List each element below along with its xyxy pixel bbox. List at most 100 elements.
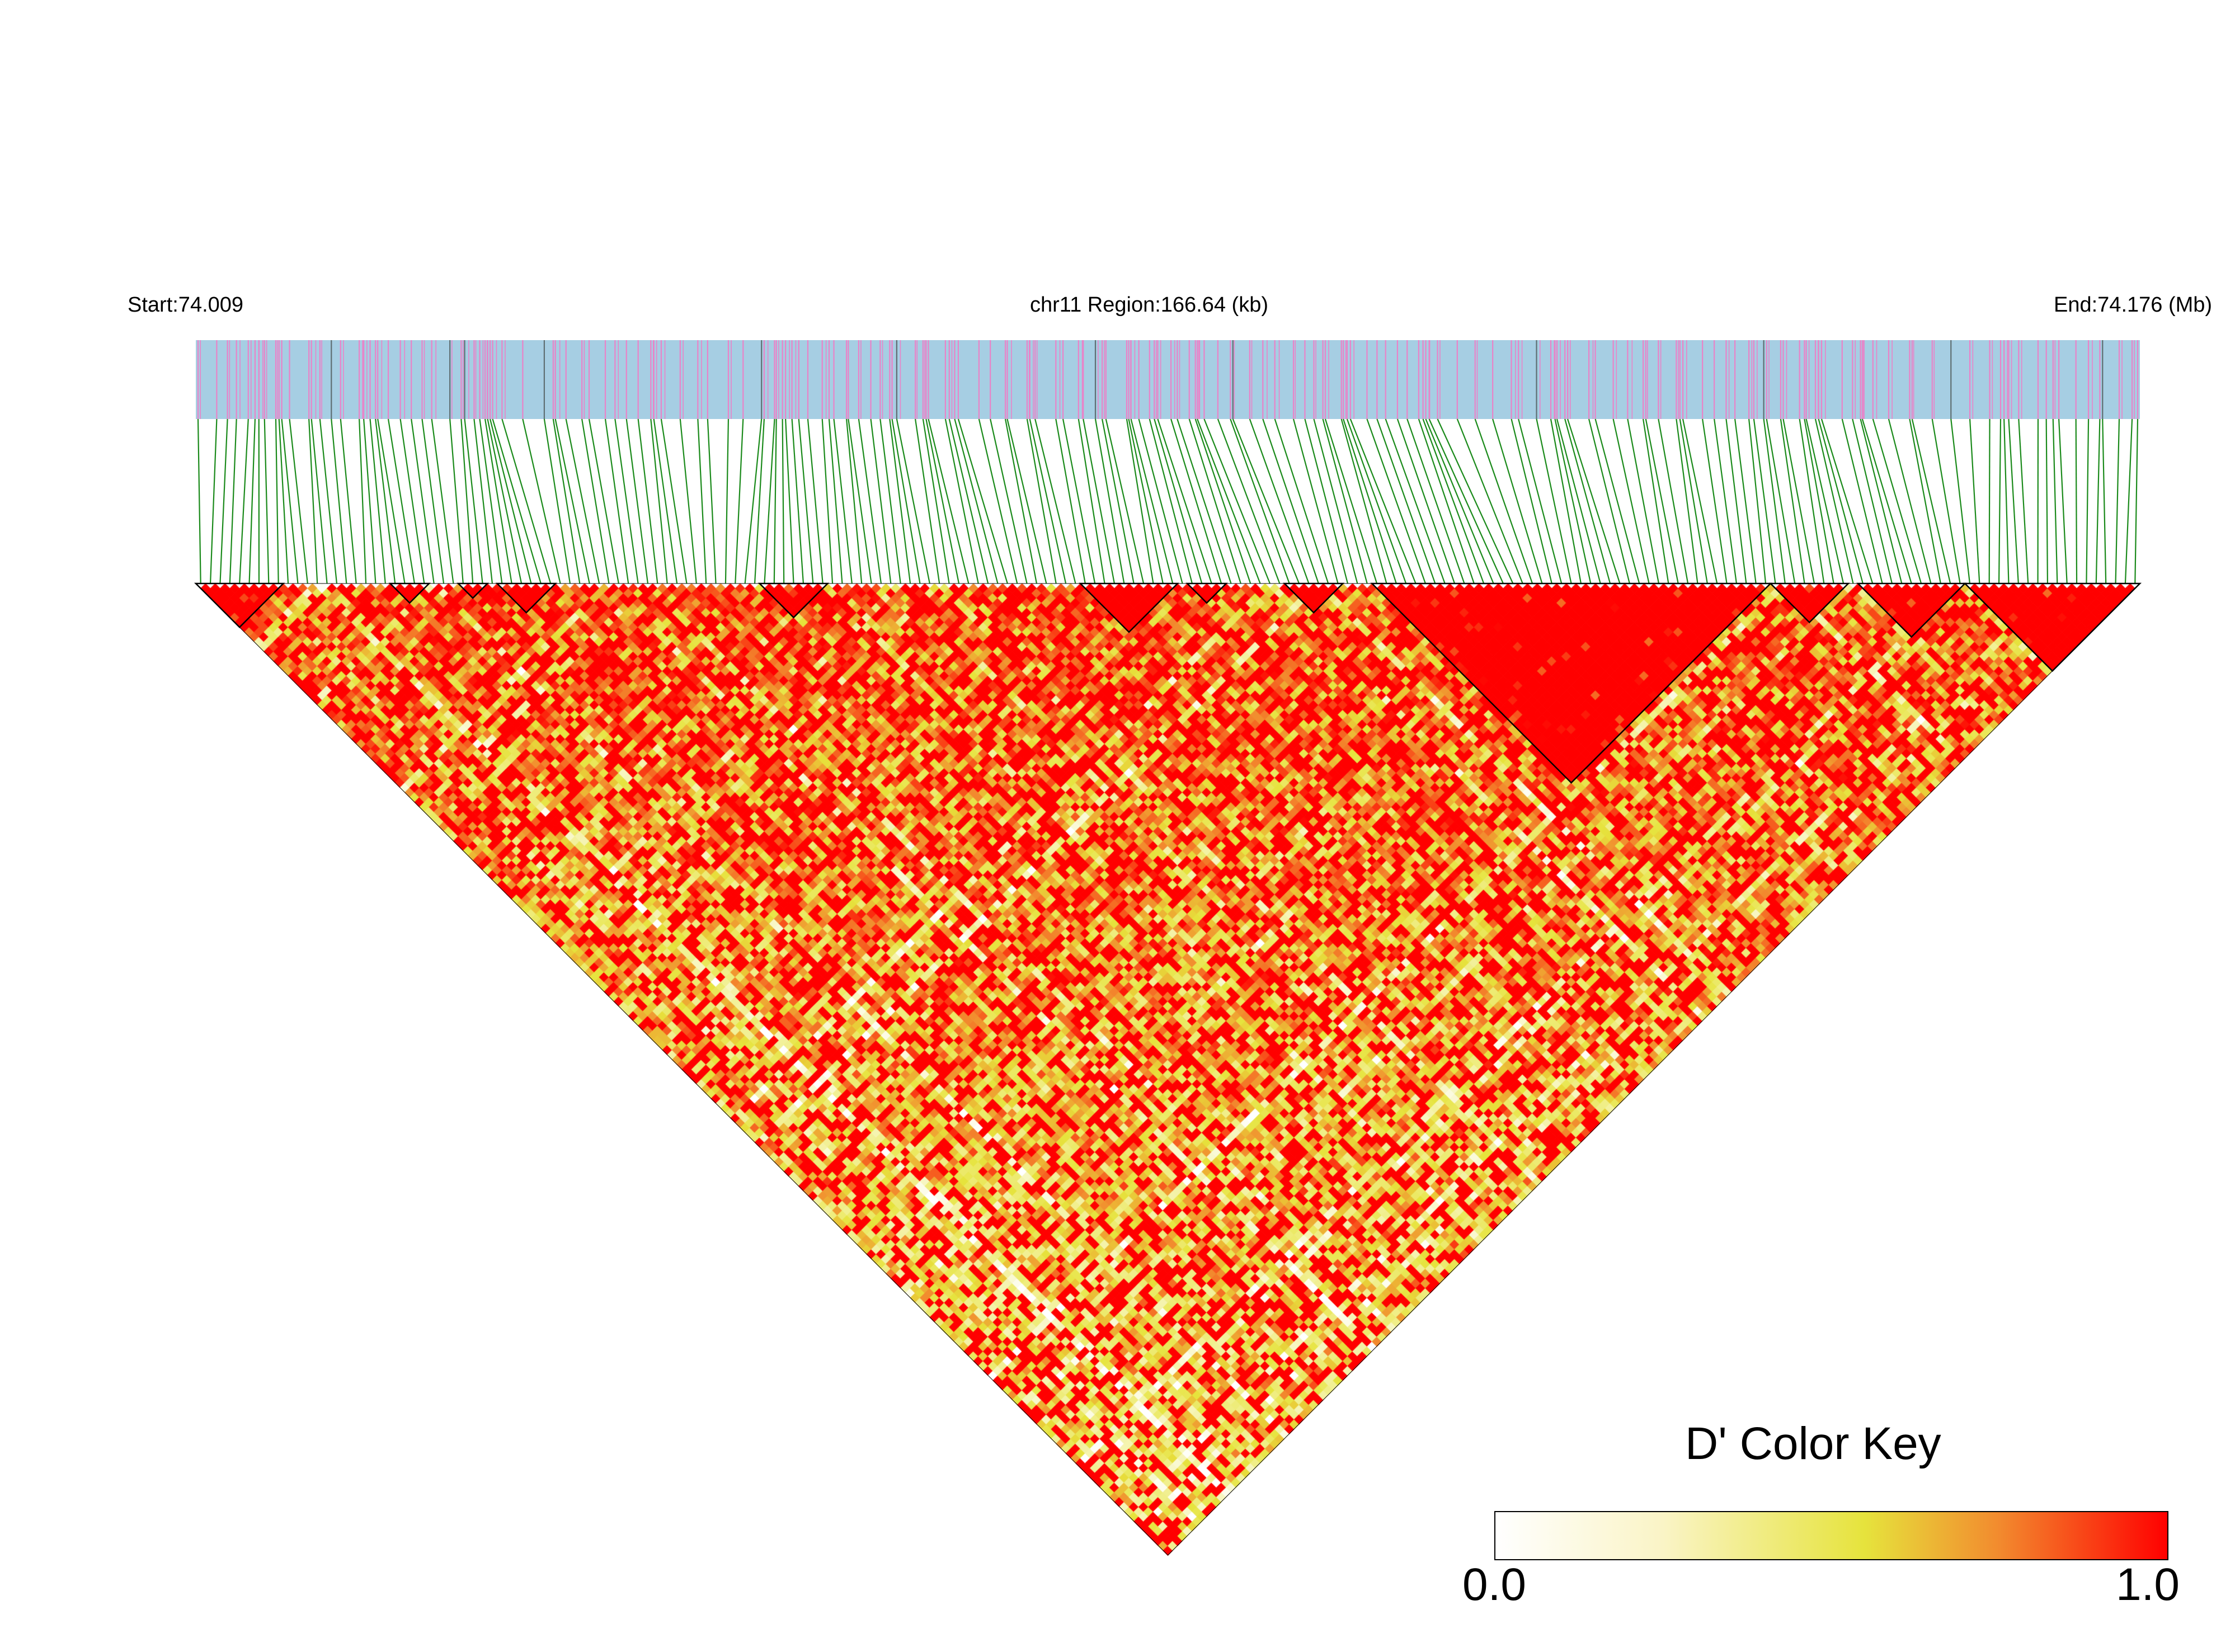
snp-connector xyxy=(1197,418,1261,584)
snp-connector xyxy=(1861,418,1912,584)
snp-connector xyxy=(421,418,445,584)
snp-connector xyxy=(2115,418,2120,584)
snp-connector xyxy=(1428,418,1504,584)
snp-connector xyxy=(948,418,989,584)
ld-heatmap-cells xyxy=(196,583,2140,1557)
snp-connector xyxy=(2008,418,2019,584)
snp-connector xyxy=(1658,418,1689,584)
snp-connector xyxy=(978,418,1018,584)
snp-connector xyxy=(922,418,950,584)
snp-connector xyxy=(944,418,979,584)
snp-connector xyxy=(2058,418,2068,584)
snp-connector xyxy=(1682,418,1718,584)
snp-connector xyxy=(1006,418,1047,584)
snp-connector xyxy=(1511,418,1552,584)
snp-connector xyxy=(248,418,256,584)
snp-connector xyxy=(1820,418,1874,584)
snp-ticks xyxy=(197,340,2139,419)
snp-connector xyxy=(754,418,765,584)
snp-connector xyxy=(1029,418,1067,584)
snp-connector xyxy=(411,418,435,584)
snp-connector xyxy=(990,418,1028,584)
snp-connector xyxy=(785,418,794,584)
snp-connector xyxy=(1805,418,1845,584)
snp-connector xyxy=(782,418,785,584)
snp-connector xyxy=(1518,418,1563,584)
snp-connector xyxy=(1804,418,1834,584)
snp-connector xyxy=(1077,418,1105,584)
snp-connector xyxy=(1714,418,1738,584)
region-start-label: Start:74.009 xyxy=(128,293,244,317)
snp-connector xyxy=(2045,418,2049,584)
snp-connector xyxy=(773,418,777,584)
color-key-max-label: 1.0 xyxy=(2116,1559,2180,1610)
snp-connector xyxy=(1748,418,1767,584)
snp-connector xyxy=(625,418,649,584)
snp-connector xyxy=(870,418,892,584)
snp-connector xyxy=(1203,418,1271,584)
snp-connector xyxy=(1550,418,1582,584)
snp-connector xyxy=(1782,418,1815,584)
snp-connector xyxy=(281,418,299,584)
snp-connector xyxy=(278,418,289,584)
snp-connector xyxy=(588,418,619,584)
snp-connector xyxy=(1492,418,1543,584)
snp-connector xyxy=(522,418,561,584)
color-key-title: D' Color Key xyxy=(1685,1418,1941,1469)
snp-connector xyxy=(1194,418,1251,584)
snp-connector xyxy=(791,418,804,584)
snp-connector xyxy=(1931,418,1961,584)
snp-connector xyxy=(1734,418,1757,584)
snp-connector xyxy=(1292,418,1339,584)
snp-connector xyxy=(858,418,882,584)
snp-connector xyxy=(1969,418,1980,584)
snp-connector xyxy=(565,418,600,584)
snp-connector xyxy=(489,418,532,584)
snp-connector xyxy=(1437,418,1514,584)
snp-connector xyxy=(239,418,249,584)
snp-connector xyxy=(1852,418,1893,584)
snp-connector xyxy=(1406,418,1465,584)
snp-connector xyxy=(1911,418,1951,584)
snp-connector xyxy=(1763,418,1786,584)
snp-connector xyxy=(219,418,228,584)
snp-connector xyxy=(1262,418,1319,584)
snp-connector xyxy=(1425,418,1494,584)
snp-connector xyxy=(807,418,824,584)
snp-connector xyxy=(1034,418,1076,584)
snp-connector xyxy=(1062,418,1096,584)
snp-connector xyxy=(460,418,474,584)
snp-connector xyxy=(1725,418,1747,584)
snp-connector xyxy=(889,418,911,584)
snp-connector xyxy=(1588,418,1630,584)
snp-connector xyxy=(340,418,357,584)
snp-connector xyxy=(735,418,744,584)
snp-connector xyxy=(954,418,999,584)
snp-connector xyxy=(1418,418,1475,584)
snp-connector xyxy=(1474,418,1533,584)
snp-connector xyxy=(660,418,688,584)
color-key-min-label: 0.0 xyxy=(1462,1559,1526,1610)
snp-connector xyxy=(431,418,454,584)
snp-connector xyxy=(879,418,901,584)
snp-connector xyxy=(1841,418,1883,584)
snp-connector-lines xyxy=(197,418,2139,584)
snp-connector xyxy=(331,418,347,584)
snp-connector xyxy=(707,418,717,584)
snp-connector xyxy=(554,418,590,584)
region-end-label: End:74.176 (Mb) xyxy=(2054,293,2213,317)
snp-connector xyxy=(1130,418,1174,584)
snp-connector xyxy=(399,418,425,584)
snp-connector xyxy=(1324,418,1378,584)
snp-connector xyxy=(1304,418,1349,584)
snp-connector xyxy=(2102,418,2107,584)
snp-connector xyxy=(1780,418,1805,584)
snp-connector xyxy=(1627,418,1660,584)
snp-connector xyxy=(1346,418,1407,584)
snp-connector xyxy=(679,418,697,584)
snp-connector xyxy=(492,418,542,584)
snp-connector xyxy=(387,418,416,584)
snp-connector xyxy=(744,418,763,584)
snp-connector xyxy=(1594,418,1640,584)
snp-connector xyxy=(229,418,237,584)
